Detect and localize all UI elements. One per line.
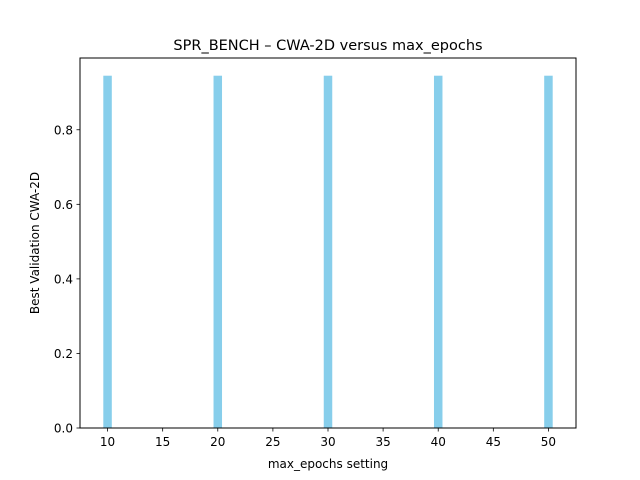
x-tick-label: 40 bbox=[431, 435, 446, 449]
x-axis-ticks: 10 15 20 25 30 35 40 45 50 bbox=[100, 428, 556, 449]
x-tick-label: 20 bbox=[210, 435, 225, 449]
bar-10 bbox=[103, 75, 112, 428]
x-tick-label: 30 bbox=[320, 435, 335, 449]
y-axis-ticks: 0.0 0.2 0.4 0.6 0.8 bbox=[54, 123, 80, 436]
y-tick-label: 0.6 bbox=[54, 198, 73, 212]
bar-20 bbox=[213, 75, 223, 428]
chart-title: SPR_BENCH – CWA-2D versus max_epochs bbox=[173, 38, 482, 54]
x-tick-label: 35 bbox=[375, 435, 390, 449]
x-tick-label: 50 bbox=[541, 435, 556, 449]
y-tick-label: 0.0 bbox=[54, 422, 73, 436]
y-tick-label: 0.4 bbox=[54, 272, 73, 286]
x-tick-label: 25 bbox=[265, 435, 280, 449]
bars bbox=[103, 75, 553, 428]
x-axis-label: max_epochs setting bbox=[268, 457, 388, 471]
y-tick-label: 0.2 bbox=[54, 347, 73, 361]
x-tick-label: 15 bbox=[155, 435, 170, 449]
y-tick-label: 0.8 bbox=[54, 123, 73, 137]
plot-area bbox=[79, 57, 577, 429]
x-tick-label: 45 bbox=[486, 435, 501, 449]
bar-30 bbox=[323, 75, 333, 428]
bar-40 bbox=[433, 75, 443, 428]
y-axis-label: Best Validation CWA-2D bbox=[28, 172, 42, 314]
bar-50 bbox=[544, 75, 553, 428]
x-tick-label: 10 bbox=[100, 435, 115, 449]
